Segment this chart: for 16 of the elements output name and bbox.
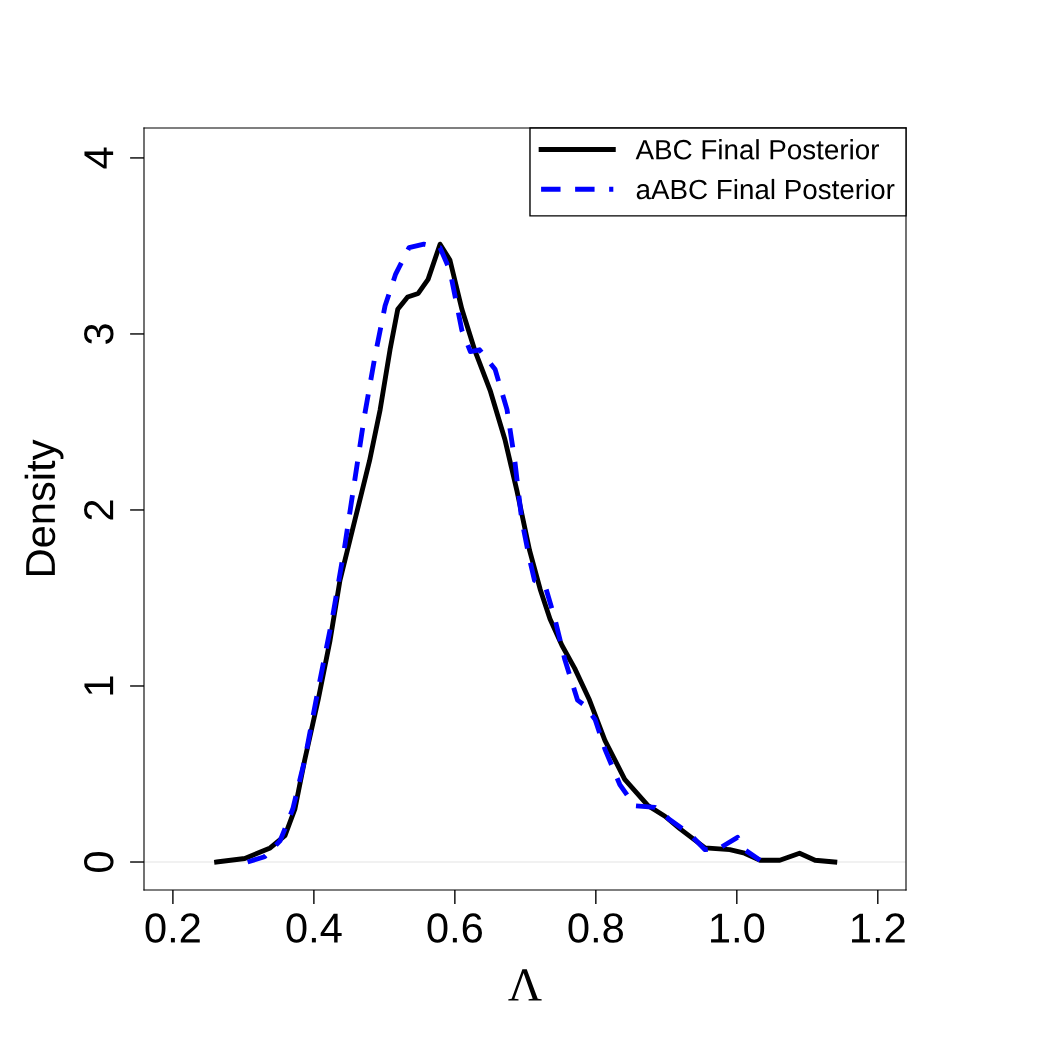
x-tick-label: 1.0 [711,913,765,943]
line-series [245,241,763,865]
legend-label: aABC Final Posterior [636,178,895,200]
y-axis-title: Density [24,439,64,576]
y-tick-label: 1 [84,676,114,695]
x-tick-label: 0.8 [568,913,623,943]
y-tick-label: 3 [84,324,114,344]
y-tick-label: 4 [84,147,114,169]
x-axis-title: Λ [508,969,542,1001]
x-tick-label: 0.6 [427,913,482,943]
x-tick-label: 0.2 [145,913,200,943]
y-tick-label: 0 [84,852,114,872]
x-tick-label: 1.2 [852,913,905,943]
x-tick-label: 0.4 [286,913,342,943]
legend-label: ABC Final Posterior [635,139,879,160]
y-tick-label: 2 [84,500,114,520]
